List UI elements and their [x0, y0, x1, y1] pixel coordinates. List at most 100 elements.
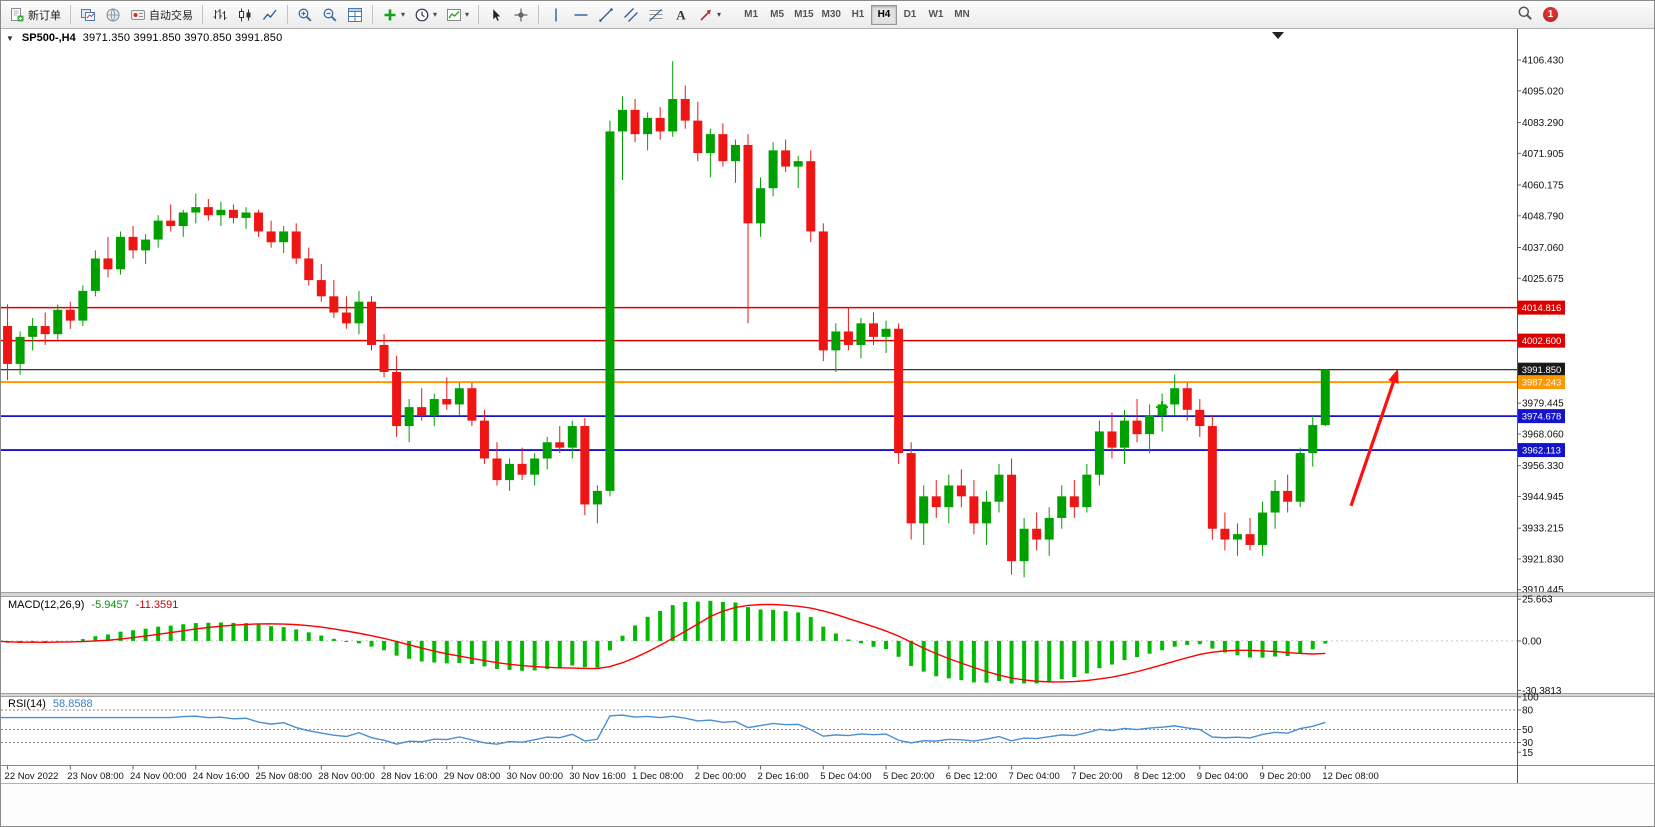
line-chart-icon	[262, 7, 278, 23]
price-tag-3987.243	[1518, 375, 1565, 390]
svg-text:80: 80	[1522, 706, 1534, 717]
arrows-button[interactable]: ▾	[694, 4, 725, 26]
svg-text:4060.175: 4060.175	[1522, 181, 1564, 192]
svg-text:3933.215: 3933.215	[1522, 524, 1564, 535]
zoom-out-icon	[322, 7, 338, 23]
dropdown-caret-icon: ▾	[433, 9, 438, 19]
vertical-line-button[interactable]	[544, 4, 568, 26]
trend-arrow[interactable]	[1349, 368, 1399, 507]
toolbar-separator	[287, 5, 288, 24]
price-tag-3974.678	[1518, 409, 1565, 424]
clock-icon	[414, 7, 430, 23]
svg-text:30 Nov 16:00: 30 Nov 16:00	[569, 771, 626, 782]
svg-text:3956.330: 3956.330	[1522, 461, 1564, 472]
chart-shift-marker-icon[interactable]	[1272, 32, 1284, 39]
svg-text:5 Dec 04:00: 5 Dec 04:00	[820, 771, 871, 782]
price-tag-3962.113	[1518, 443, 1565, 458]
svg-text:3921.830: 3921.830	[1522, 554, 1564, 565]
arrow-icon	[698, 7, 714, 23]
timeframe-d1[interactable]: D1	[897, 5, 923, 25]
pane-separator[interactable]	[1, 592, 1655, 597]
cursor-icon	[488, 7, 504, 23]
fibonacci-button[interactable]	[644, 4, 668, 26]
text-button[interactable]: A	[669, 4, 693, 26]
timeframe-h1[interactable]: H1	[845, 5, 871, 25]
bar-chart-button[interactable]	[208, 4, 232, 26]
new-chart-icon	[80, 7, 96, 23]
new-order-button[interactable]: 新订单	[5, 4, 65, 26]
toolbar: 新订单 自动交易 ▾ ▾ ▾ A ▾ M1 M5 M15 M30 H1 H4 D1 W1 MN 1	[1, 1, 1654, 29]
zoom-out-button[interactable]	[318, 4, 342, 26]
svg-text:28 Nov 00:00: 28 Nov 00:00	[318, 771, 375, 782]
timeframe-w1[interactable]: W1	[923, 5, 949, 25]
templates-button[interactable]: ▾	[442, 4, 473, 26]
svg-text:4037.060: 4037.060	[1522, 243, 1564, 254]
svg-text:25 Nov 08:00: 25 Nov 08:00	[256, 771, 313, 782]
svg-text:A: A	[676, 7, 686, 22]
horizontal-line-button[interactable]	[569, 4, 593, 26]
svg-text:3910.445: 3910.445	[1522, 585, 1564, 596]
chart-area[interactable]: 4106.430 4095.020 4083.290 4071.905 4060.175…	[1, 29, 1655, 827]
profiles-button[interactable]	[101, 4, 125, 26]
svg-text:4106.430: 4106.430	[1522, 56, 1564, 67]
zoom-in-button[interactable]	[293, 4, 317, 26]
green-cross-marker[interactable]	[1156, 401, 1168, 414]
svg-text:3979.445: 3979.445	[1522, 399, 1564, 410]
svg-text:23 Nov 08:00: 23 Nov 08:00	[67, 771, 124, 782]
search-button[interactable]	[1516, 4, 1534, 25]
notification-badge[interactable]: 1	[1543, 7, 1558, 22]
svg-text:3974.678: 3974.678	[1522, 412, 1562, 423]
svg-text:15: 15	[1522, 748, 1534, 759]
bottom-strip	[1, 783, 1654, 826]
svg-text:4014.816: 4014.816	[1522, 303, 1562, 314]
new-chart-button[interactable]	[76, 4, 100, 26]
svg-text:0.00: 0.00	[1522, 636, 1542, 647]
horizontal-lines[interactable]	[1, 306, 1517, 451]
pane-separator[interactable]	[1, 693, 1655, 697]
macd-pane: 25.663 0.00 -30.3813	[1, 595, 1562, 697]
crosshair-button[interactable]	[509, 4, 533, 26]
cursor-button[interactable]	[484, 4, 508, 26]
auto-trading-button[interactable]: 自动交易	[126, 4, 197, 26]
svg-text:3991.850: 3991.850	[1522, 365, 1562, 376]
svg-text:2 Dec 16:00: 2 Dec 16:00	[758, 771, 809, 782]
line-chart-button[interactable]	[258, 4, 282, 26]
chart-background	[1, 29, 1654, 826]
vline-icon	[548, 7, 564, 23]
dropdown-caret-icon: ▾	[717, 9, 722, 19]
price-tag-3991.850	[1518, 362, 1565, 377]
timeframe-h4[interactable]: H4	[870, 4, 897, 25]
zoom-in-icon	[297, 7, 313, 23]
time-axis: 22 Nov 2022 23 Nov 08:00 24 Nov 00:00 24 No…	[1, 765, 1654, 782]
svg-text:4083.290: 4083.290	[1522, 118, 1564, 129]
oneclick-arrow-icon[interactable]: ▼	[6, 34, 14, 43]
timeframe-m1[interactable]: M1	[738, 5, 764, 25]
macd-signal-line	[1, 603, 1326, 683]
svg-text:3962.113: 3962.113	[1522, 446, 1561, 457]
svg-text:4025.675: 4025.675	[1522, 274, 1564, 285]
trendline-button[interactable]	[594, 4, 618, 26]
timeframe-m30[interactable]: M30	[818, 5, 845, 25]
text-icon: A	[673, 7, 689, 23]
fibo-icon	[648, 7, 664, 23]
price-axis: 4106.430 4095.020 4083.290 4071.905 4060.175…	[1517, 56, 1564, 596]
channel-button[interactable]	[619, 4, 643, 26]
svg-text:4048.790: 4048.790	[1522, 211, 1564, 222]
tile-windows-button[interactable]	[343, 4, 367, 26]
periods-button[interactable]: ▾	[410, 4, 441, 26]
timeframe-m5[interactable]: M5	[764, 5, 790, 25]
svg-text:7 Dec 20:00: 7 Dec 20:00	[1071, 771, 1122, 782]
auto-trading-button-label: 自动交易	[149, 9, 193, 22]
svg-text:8 Dec 12:00: 8 Dec 12:00	[1134, 771, 1185, 782]
svg-text:24 Nov 16:00: 24 Nov 16:00	[193, 771, 250, 782]
profiles-icon	[105, 7, 121, 23]
price-tags: 4014.816 4002.600 3991.850 3987.243 3974.678…	[1518, 300, 1565, 458]
new-order-button-label: 新订单	[28, 9, 61, 22]
hline-icon	[573, 7, 589, 23]
timeframe-mn[interactable]: MN	[949, 5, 975, 25]
timeframe-m15[interactable]: M15	[790, 5, 817, 25]
indicators-button[interactable]: ▾	[378, 4, 409, 26]
candlestick-chart-button[interactable]	[233, 4, 257, 26]
bar-chart-icon	[212, 7, 228, 23]
toolbar-separator	[478, 5, 480, 24]
